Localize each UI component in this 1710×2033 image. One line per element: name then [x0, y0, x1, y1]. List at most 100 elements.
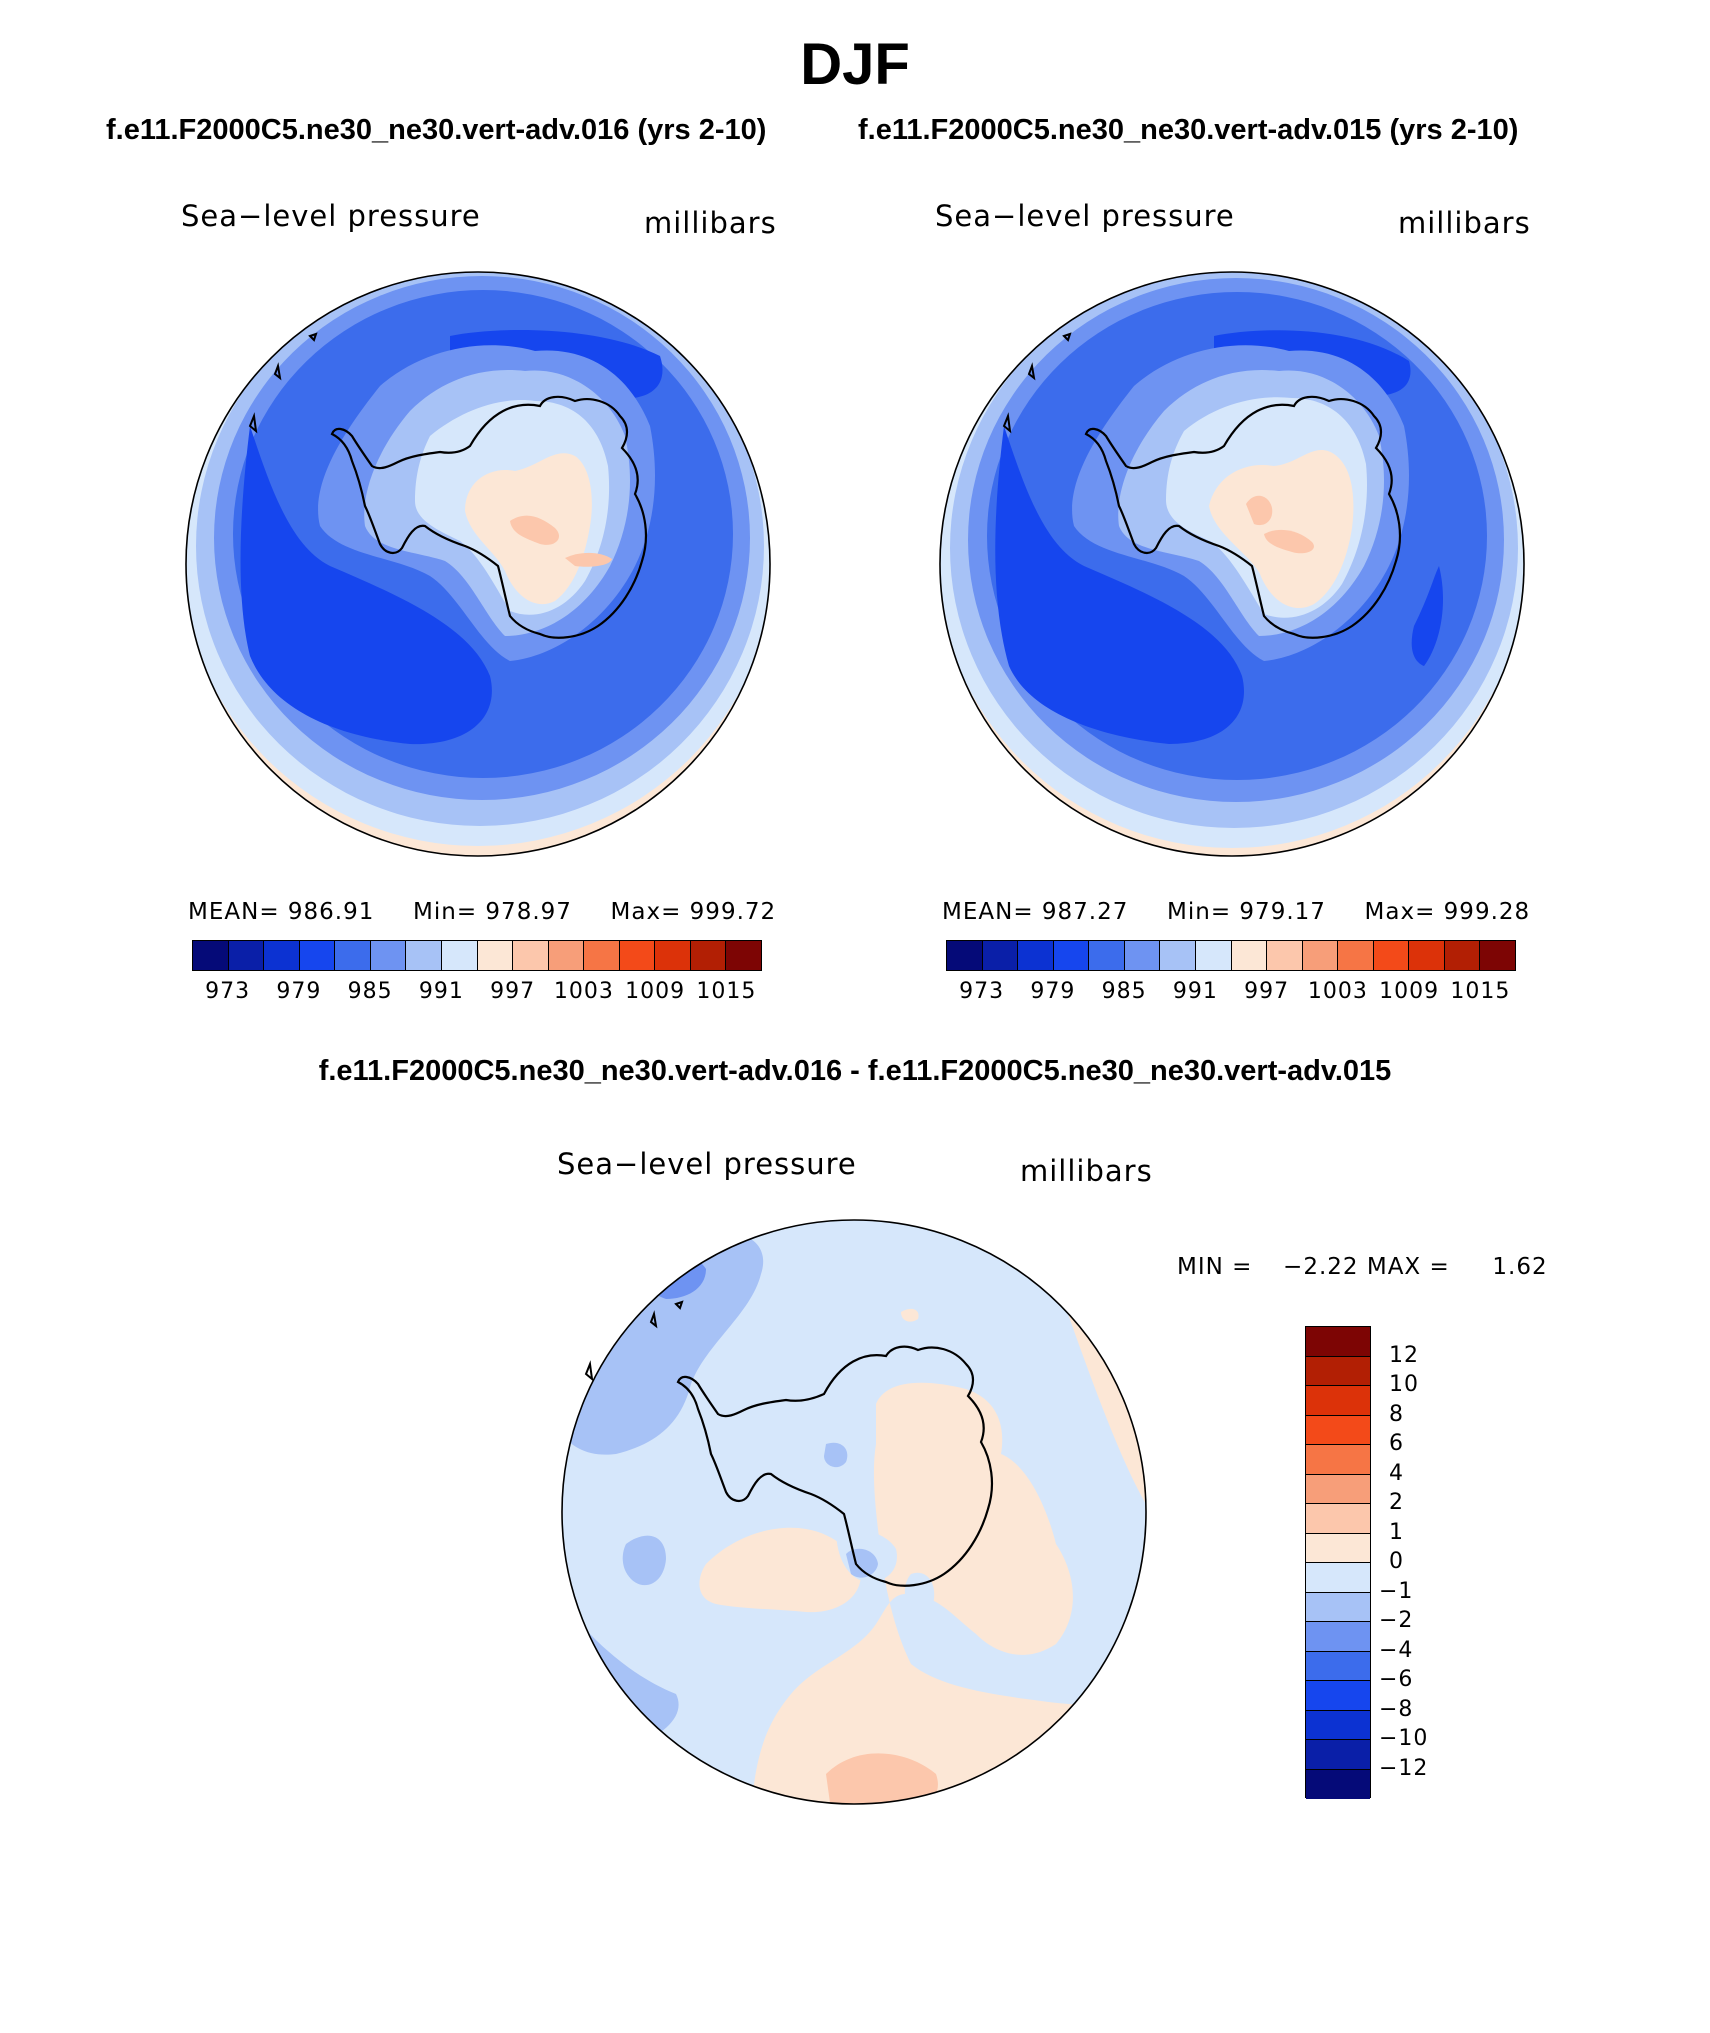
panel1-colorbar-tick-label: 991 — [418, 979, 464, 1004]
panel1-min-value: 978.97 — [485, 899, 572, 925]
diff-colorbar-tick-label: −6 — [1379, 1667, 1414, 1692]
panel2-map-border — [939, 271, 1525, 857]
panel1-colorbar-swatch — [548, 941, 585, 970]
panel1-colorbar-swatch — [228, 941, 265, 970]
diff-colorbar-swatch — [1306, 1386, 1370, 1416]
panel1-polar-map — [185, 271, 771, 857]
diff-colorbar-tick-label: −8 — [1379, 1696, 1414, 1722]
case-test-title: f.e11.F2000C5.ne30_ne30.vert-adv.016 (yr… — [106, 114, 767, 146]
panel1-colorbar-swatch — [406, 941, 442, 970]
diff-colorbar-tick-label: 12 — [1389, 1342, 1419, 1368]
panel2-mean-label: MEAN= — [942, 899, 1034, 925]
panel1-colorbar-tick-label: 1009 — [625, 979, 686, 1004]
panel1-coastline-antarctica — [330, 395, 648, 639]
panel1-min-label: Min= — [413, 899, 478, 925]
diff-colorbar-swatch — [1306, 1622, 1370, 1652]
panel2-colorbar-swatch — [947, 941, 983, 970]
diff-positive-region — [751, 1382, 1146, 1804]
panel1-colorbar-swatch — [264, 941, 300, 970]
diff-colorbar-tick-label: 4 — [1389, 1460, 1404, 1486]
diff-colorbar-tick-label: −2 — [1379, 1608, 1414, 1633]
diff-colorbar-swatch — [1306, 1592, 1370, 1622]
panel2-colorbar-swatch — [1018, 941, 1054, 970]
panel2-variable-label: Sea−level pressure — [935, 199, 1235, 233]
panel2-colorbar-swatch — [1089, 941, 1125, 970]
panel1-colorbar-swatch — [299, 941, 336, 970]
panel1-colorbar-swatch — [335, 941, 371, 970]
panel1-colorbar-swatch — [655, 941, 691, 970]
panel1-low-pressure-west — [240, 426, 492, 745]
panel2-coastline-antarctica — [1084, 395, 1402, 639]
panel2-mean-value: 987.27 — [1041, 899, 1129, 925]
diff-colorbar-tick-label: 8 — [1389, 1401, 1404, 1427]
panel2-colorbar-swatch — [1053, 941, 1090, 970]
diff-min-label: MIN = — [1177, 1254, 1253, 1280]
diff-colorbar-tick-label: 2 — [1389, 1490, 1404, 1515]
panel1-colorbar-swatch — [477, 941, 514, 970]
panel1-coastline-southamerica — [248, 332, 318, 434]
panel2-coastline-southamerica — [1002, 332, 1072, 434]
panel2-units-label: millibars — [1398, 206, 1531, 240]
diff-map-border — [561, 1219, 1147, 1805]
diff-colorbar-swatch — [1306, 1445, 1370, 1475]
diff-colorbar-swatch — [1306, 1356, 1370, 1386]
panel2-colorbar-swatch — [1480, 941, 1515, 970]
diff-colorbar-tick-label: 6 — [1389, 1431, 1404, 1456]
panel2-min-value: 979.17 — [1239, 899, 1326, 925]
panel1-colorbar-tick-label: 979 — [276, 979, 322, 1004]
panel2-colorbar-swatch — [1444, 941, 1481, 970]
diff-positive-strong — [826, 1753, 938, 1804]
panel2-colorbar-tick-label: 1003 — [1307, 979, 1368, 1004]
panel1-colorbar-tick-label: 1015 — [696, 979, 757, 1004]
panel1-colorbar-tick-label: 1003 — [553, 979, 614, 1004]
panel1-colorbar-swatch — [726, 941, 761, 970]
panel1-units-label: millibars — [644, 206, 777, 240]
panel2-colorbar-tick-label: 1009 — [1379, 979, 1440, 1004]
panel2-polar-map — [939, 271, 1525, 857]
panel1-colorbar-tick-label: 985 — [347, 979, 393, 1004]
diff-colorbar-swatch — [1306, 1681, 1370, 1711]
panel2-low-pressure-west — [995, 426, 1244, 744]
diff-negative-westpacific — [562, 1231, 764, 1455]
diff-colorbar-swatch — [1306, 1710, 1370, 1740]
diff-colorbar-swatch — [1306, 1474, 1370, 1504]
diff-colorbar-tick-label: −4 — [1379, 1637, 1414, 1663]
panel2-min-label: Min= — [1167, 899, 1232, 925]
panel2-colorbar-tick-label: 973 — [959, 979, 1005, 1004]
diff-polar-map — [561, 1219, 1147, 1805]
panel1-mean-value: 986.91 — [287, 899, 375, 925]
diff-variable-label: Sea−level pressure — [557, 1147, 857, 1181]
diff-colorbar-swatch — [1306, 1563, 1370, 1593]
panel2-high-pressure-plateau — [1209, 450, 1354, 609]
panel2-colorbar — [946, 940, 1516, 971]
panel2-colorbar-swatch — [1160, 941, 1196, 970]
diff-colorbar-tick-label: 10 — [1389, 1372, 1419, 1397]
panel1-stats: MEAN= 986.91 Min= 978.97 Max= 999.72 — [188, 898, 776, 926]
panel1-colorbar-swatch — [193, 941, 229, 970]
panel2-colorbar-tick-label: 997 — [1244, 979, 1290, 1004]
panel1-colorbar-swatch — [441, 941, 478, 970]
panel2-max-value: 999.28 — [1443, 899, 1531, 925]
panel1-colorbar-swatch — [513, 941, 549, 970]
diff-colorbar-swatch — [1306, 1740, 1370, 1770]
diff-colorbar-tick-label: −12 — [1379, 1755, 1429, 1781]
diff-coastline-antarctica — [676, 1345, 994, 1587]
diff-max-label: MAX = — [1366, 1254, 1450, 1280]
panel2-colorbar-tick-label: 1015 — [1450, 979, 1511, 1004]
panel2-colorbar-tick-label: 979 — [1030, 979, 1076, 1004]
panel1-max-label: Max= — [610, 899, 682, 925]
diff-colorbar-swatch — [1306, 1415, 1370, 1445]
panel2-colorbar-swatch — [1195, 941, 1232, 970]
panel2-colorbar-tick-label: 985 — [1101, 979, 1147, 1004]
panel2-colorbar-tick-label: 991 — [1172, 979, 1218, 1004]
panel1-colorbar-swatch — [619, 941, 656, 970]
diff-colorbar-swatch — [1306, 1504, 1370, 1534]
panel2-colorbar-swatch — [1338, 941, 1374, 970]
panel2-stats: MEAN= 987.27 Min= 979.17 Max= 999.28 — [942, 898, 1530, 926]
diff-coastline-southamerica — [584, 1300, 684, 1382]
panel1-mean-label: MEAN= — [188, 899, 280, 925]
diff-colorbar-swatch — [1306, 1651, 1370, 1681]
panel1-variable-label: Sea−level pressure — [181, 199, 481, 233]
case-control-title: f.e11.F2000C5.ne30_ne30.vert-adv.015 (yr… — [858, 114, 1519, 146]
diff-colorbar-swatch — [1306, 1327, 1370, 1357]
